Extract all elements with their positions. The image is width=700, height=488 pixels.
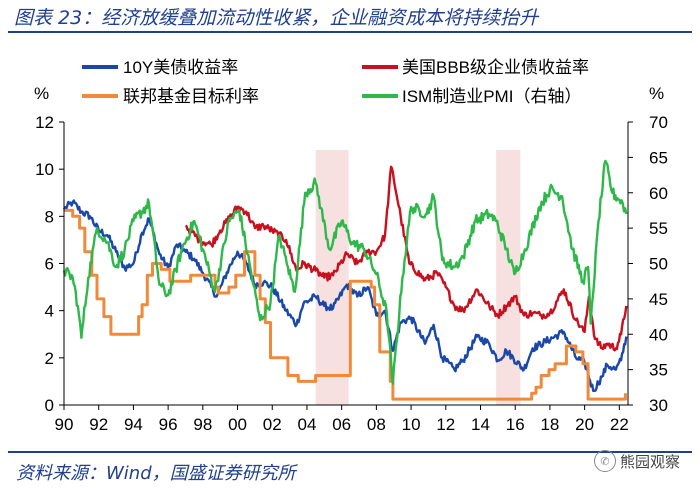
x-tick-label: 96 <box>159 415 178 434</box>
x-tick-label: 20 <box>575 415 594 434</box>
legend-label-treasury: 10Y美债收益率 <box>123 58 238 77</box>
left-tick-label: 0 <box>45 396 54 415</box>
left-tick-label: 8 <box>45 207 54 226</box>
source-note: 资料来源：Wind，国盛证券研究所 <box>16 463 296 484</box>
x-tick-label: 22 <box>610 415 629 434</box>
right-tick-label: 30 <box>649 396 668 415</box>
left-axis-unit: % <box>34 84 49 103</box>
series-line-fed <box>64 208 627 401</box>
shaded-period-1 <box>315 150 349 405</box>
left-tick-label: 6 <box>45 255 54 274</box>
series-lines <box>62 159 628 401</box>
right-tick-label: 50 <box>649 255 668 274</box>
x-tick-label: 10 <box>402 415 421 434</box>
x-tick-label: 16 <box>506 415 525 434</box>
x-tick-label: 06 <box>332 415 351 434</box>
x-tick-label: 00 <box>228 415 247 434</box>
left-tick-label: 10 <box>35 160 54 179</box>
legend-label-fed: 联邦基金目标利率 <box>123 87 259 106</box>
right-axis-unit: % <box>649 84 664 103</box>
x-tick-label: 98 <box>193 415 212 434</box>
right-tick-label: 70 <box>649 113 668 132</box>
left-tick-label: 2 <box>45 349 54 368</box>
left-tick-label: 4 <box>45 302 54 321</box>
series-line-pmi <box>62 159 628 385</box>
x-tick-label: 90 <box>55 415 74 434</box>
shaded-periods <box>315 150 521 405</box>
title-rule <box>8 31 692 33</box>
legend-label-bbb: 美国BBB级企业债收益率 <box>402 58 589 77</box>
right-tick-label: 40 <box>649 325 668 344</box>
x-tick-label: 04 <box>297 415 316 434</box>
figure-title: 图表 23：经济放缓叠加流动性收紧，企业融资成本将持续抬升 <box>14 7 539 29</box>
x-tick-label: 12 <box>436 415 455 434</box>
source-rule <box>8 451 692 453</box>
x-tick-label: 94 <box>124 415 143 434</box>
x-tick-label: 14 <box>471 415 490 434</box>
x-tick-label: 92 <box>89 415 108 434</box>
legend-label-pmi: ISM制造业PMI（右轴） <box>402 87 581 106</box>
right-tick-label: 45 <box>649 290 668 309</box>
watermark: ✆ 熊园观察 <box>593 450 680 472</box>
x-tick-label: 18 <box>540 415 559 434</box>
x-tick-label: 08 <box>367 415 386 434</box>
legend: 10Y美债收益率 美国BBB级企业债收益率 联邦基金目标利率 ISM制造业PMI… <box>82 58 589 106</box>
right-tick-label: 55 <box>649 219 668 238</box>
right-tick-label: 60 <box>649 184 668 203</box>
series-line-treasury <box>62 199 628 393</box>
x-tick-label: 02 <box>263 415 282 434</box>
right-tick-label: 65 <box>649 148 668 167</box>
left-tick-label: 12 <box>35 113 54 132</box>
right-tick-label: 35 <box>649 361 668 380</box>
shaded-period-2 <box>496 150 521 405</box>
wechat-icon: ✆ <box>593 450 616 472</box>
watermark-text: 熊园观察 <box>619 453 680 471</box>
series-line-bbb <box>185 165 628 352</box>
